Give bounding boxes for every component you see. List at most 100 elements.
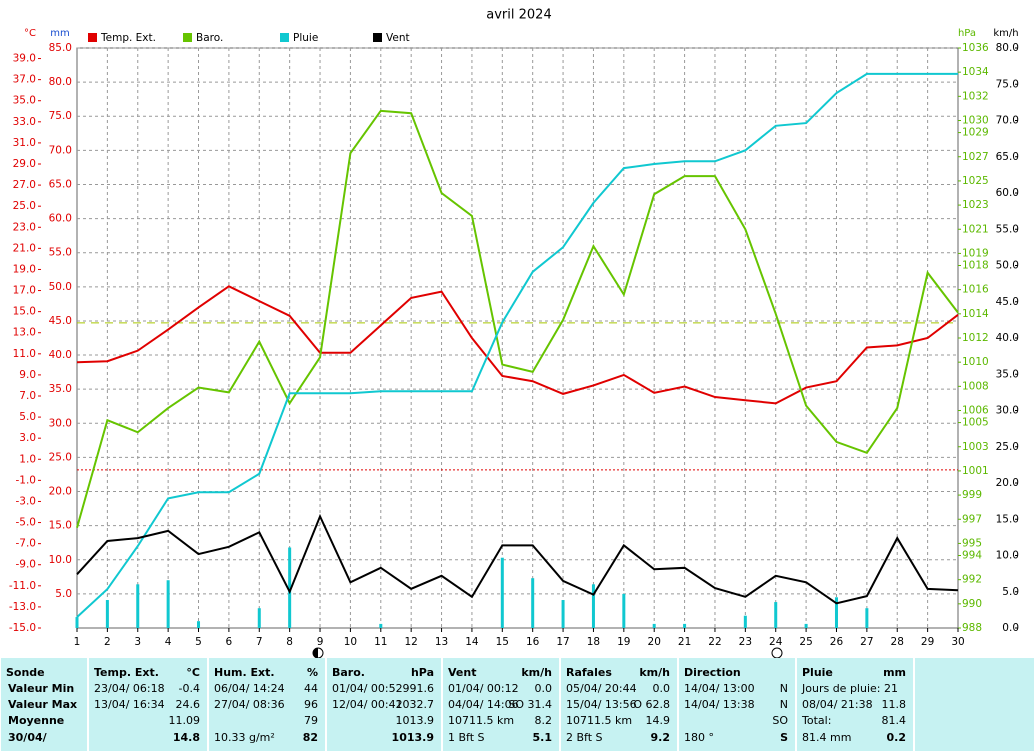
y-tick-label: 9.0 xyxy=(19,369,36,381)
y-tick-label: 1029 xyxy=(962,127,989,139)
x-tick-label: 25 xyxy=(799,636,812,648)
rain-bar xyxy=(561,600,565,628)
y-tick-label: 1016 xyxy=(962,284,989,296)
y-tick-label: 15.0 xyxy=(996,513,1019,525)
x-tick-label: 21 xyxy=(678,636,691,648)
y-tick-label: 40.0 xyxy=(996,332,1019,344)
y-tick-label: 5.0 xyxy=(55,588,72,600)
y-tick-label: 37.0 xyxy=(13,74,36,86)
table-cell: Moyenne xyxy=(8,714,64,727)
y-tick-label: 20.0 xyxy=(49,486,72,498)
y-tick-label: 992 xyxy=(962,574,982,586)
y-tick-label: 3.0 xyxy=(19,432,36,444)
table-value: S xyxy=(780,731,788,744)
y-tick-label: 25.0 xyxy=(996,441,1019,453)
table-value: 1013.9 xyxy=(392,731,434,744)
table-cell: Valeur Max xyxy=(8,698,77,711)
x-tick-label: 18 xyxy=(587,636,600,648)
rain-bar xyxy=(591,584,595,628)
table-value: O 62.8 xyxy=(633,698,670,711)
y-tick-label: 1001 xyxy=(962,465,989,477)
legend-label: Baro. xyxy=(196,32,223,44)
table-value: N xyxy=(780,698,788,711)
y-tick-label: 1005 xyxy=(962,417,989,429)
table-header: Sonde xyxy=(6,666,45,679)
x-tick-label: 23 xyxy=(739,636,752,648)
rain-bar xyxy=(136,584,140,628)
table-value: 82 xyxy=(303,731,318,744)
y-tick-label: -1.0 xyxy=(16,474,37,486)
table-cell: Valeur Min xyxy=(8,682,74,695)
series-line xyxy=(76,513,959,605)
y-tick-label: 30.0 xyxy=(996,405,1019,417)
moon-icon xyxy=(771,647,783,659)
y-tick-label: 1008 xyxy=(962,380,989,392)
y-tick-label: 1036 xyxy=(962,42,989,54)
table-value: SO xyxy=(772,714,788,727)
x-tick-label: 27 xyxy=(860,636,873,648)
y-tick-label: 1023 xyxy=(962,199,989,211)
table-value: 24.6 xyxy=(176,698,201,711)
table-cell: 10.33 g/m² xyxy=(214,731,275,744)
x-tick-label: 28 xyxy=(891,636,904,648)
table-value: 11.09 xyxy=(169,714,201,727)
rain-bar xyxy=(75,617,79,628)
plot-frame xyxy=(76,47,959,629)
y-tick-label: 35.0 xyxy=(49,383,72,395)
y-tick-label: 1010 xyxy=(962,356,989,368)
y-tick-label: 80.0 xyxy=(49,76,72,88)
y-tick-label: 1.0 xyxy=(19,453,36,465)
legend-label: Vent xyxy=(386,32,410,44)
x-tick-label: 16 xyxy=(526,636,540,648)
y-tick-label: -9.0 xyxy=(16,559,37,571)
table-header: Rafales xyxy=(566,666,612,679)
x-tick-label: 12 xyxy=(404,636,417,648)
table-unit: km/h xyxy=(639,666,670,679)
y-tick-label: 21.0 xyxy=(13,242,36,254)
x-tick-label: 30 xyxy=(951,636,964,648)
y-tick-label: 1006 xyxy=(962,405,989,417)
x-tick-label: 8 xyxy=(286,636,293,648)
table-bg xyxy=(0,658,1034,751)
legend-swatch xyxy=(280,33,289,42)
table-value: 96 xyxy=(304,698,318,711)
y-tick-label: 1003 xyxy=(962,441,989,453)
y-tick-label: 995 xyxy=(962,537,982,549)
table-cell: Jours de pluie: 21 xyxy=(801,682,898,695)
x-tick-label: 9 xyxy=(317,636,324,648)
table-value: 9.2 xyxy=(651,731,671,744)
x-tick-label: 2 xyxy=(104,636,111,648)
x-tick-label: 20 xyxy=(648,636,661,648)
rain-bar xyxy=(166,580,170,628)
x-tick-label: 26 xyxy=(830,636,844,648)
y-tick-label: -13.0 xyxy=(9,601,36,613)
y-tick-label: 997 xyxy=(962,513,982,525)
y-tick-label: 1032 xyxy=(962,90,989,102)
table-value: SO 31.4 xyxy=(508,698,552,711)
y-tick-label: 7.0 xyxy=(19,390,36,402)
table-cell: 13/04/ 16:34 xyxy=(94,698,165,711)
legend-label: Pluie xyxy=(293,32,318,44)
table-value: 44 xyxy=(304,682,318,695)
table-unit: hPa xyxy=(411,666,434,679)
table-header: Direction xyxy=(684,666,741,679)
table-value: 14.9 xyxy=(646,714,671,727)
table-unit: °C xyxy=(186,666,200,679)
table-header: Hum. Ext. xyxy=(214,666,275,679)
rain-bar xyxy=(652,623,656,628)
x-tick-label: 22 xyxy=(708,636,721,648)
y-tick-label: -15.0 xyxy=(9,622,36,634)
x-tick-label: 19 xyxy=(617,636,630,648)
y-tick-label: 55.0 xyxy=(49,247,72,259)
table-cell: 81.4 mm xyxy=(802,731,851,744)
chart-title: avril 2024 xyxy=(486,8,551,23)
table-cell: 14/04/ 13:00 xyxy=(684,682,755,695)
y-tick-label: 50.0 xyxy=(49,281,72,293)
rain-bar xyxy=(257,608,261,628)
table-header: Temp. Ext. xyxy=(94,666,159,679)
y-tick-label: 40.0 xyxy=(49,349,72,361)
table-cell: 10711.5 km xyxy=(566,714,632,727)
table-header: Pluie xyxy=(802,666,833,679)
x-tick-label: 24 xyxy=(769,636,783,648)
axis-unit: mm xyxy=(50,28,69,39)
